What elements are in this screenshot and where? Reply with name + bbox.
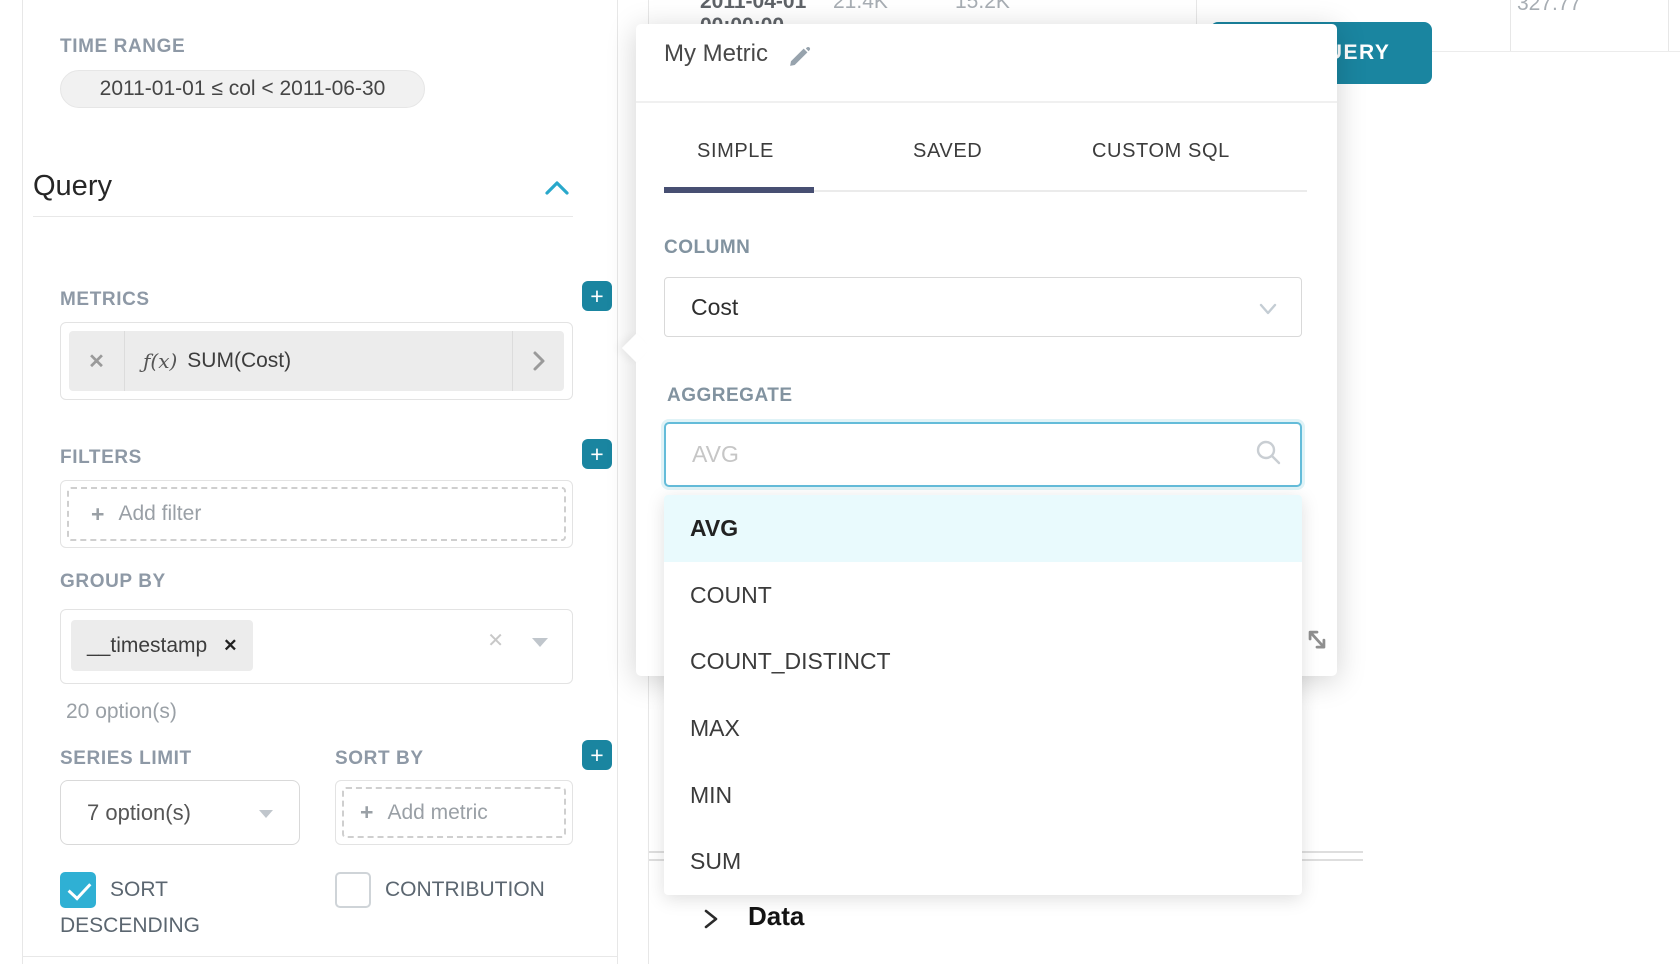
bg-table-cell-date: 2011-04-01 (700, 0, 807, 13)
popover-header-divider (636, 101, 1337, 103)
search-icon (1254, 438, 1282, 471)
remove-chip-icon[interactable]: ✕ (223, 635, 238, 655)
collapse-section-icon[interactable] (542, 176, 572, 205)
sort-descending-label: SORT DESCENDING (60, 878, 201, 937)
group-by-select[interactable]: __timestamp ✕ ✕ (60, 609, 573, 684)
series-limit-value: 7 option(s) (87, 799, 191, 825)
data-panel-title[interactable]: Data (748, 901, 805, 931)
contribution-option: CONTRIBUTION (335, 872, 585, 908)
add-sort-metric-label: Add metric (387, 800, 488, 824)
filters-container: + Add filter (60, 480, 573, 548)
group-by-chip[interactable]: __timestamp ✕ (71, 620, 254, 671)
page-left-border (22, 0, 23, 964)
plus-icon: + (360, 799, 374, 825)
column-select[interactable]: Cost (664, 277, 1302, 337)
metric-expression: SUM(Cost) (187, 349, 292, 372)
bg-table-cell-value2: 15.2K (955, 0, 1010, 13)
panel-bottom-border (22, 956, 617, 957)
metric-chip-label: ƒ(x) SUM(Cost) (125, 349, 512, 373)
resize-handle-icon[interactable] (1303, 624, 1331, 659)
add-filter-label: Add filter (118, 502, 202, 525)
aggregate-label: AGGREGATE (667, 385, 793, 406)
aggregate-option-min[interactable]: MIN (690, 781, 733, 808)
aggregate-option-sum[interactable]: SUM (690, 848, 742, 875)
sort-descending-checkbox[interactable] (60, 872, 96, 908)
metric-caret-icon[interactable] (512, 331, 564, 391)
sort-by-label: SORT BY (335, 748, 424, 769)
aggregate-option-count[interactable]: COUNT (690, 581, 772, 608)
aggregate-option-count_distinct[interactable]: COUNT_DISTINCT (690, 648, 891, 675)
chevron-down-icon[interactable] (532, 638, 548, 647)
edit-title-pencil-icon[interactable] (787, 44, 812, 74)
group-by-chip-label: __timestamp (87, 633, 208, 657)
active-tab-indicator (664, 187, 814, 193)
add-sort-plus-button[interactable]: + (582, 740, 612, 770)
time-range-label: TIME RANGE (60, 36, 186, 57)
section-divider (33, 216, 573, 217)
clear-select-icon[interactable]: ✕ (487, 630, 504, 652)
panel-divider[interactable] (617, 0, 618, 964)
group-by-hint: 20 option(s) (66, 700, 177, 723)
add-sort-metric-button[interactable]: + Add metric (342, 787, 566, 838)
sort-by-container: + Add metric (335, 780, 573, 845)
sort-descending-option: SORT DESCENDING (60, 872, 260, 944)
metrics-container: ✕ ƒ(x) SUM(Cost) (60, 322, 573, 400)
bg-table-cell-value1: 21.4K (833, 0, 888, 13)
chevron-down-icon (259, 810, 273, 818)
contribution-checkbox[interactable] (335, 872, 371, 908)
query-section-title: Query (33, 170, 112, 202)
contribution-label: CONTRIBUTION (385, 878, 545, 901)
expand-data-panel-icon[interactable] (700, 905, 722, 938)
tab-simple[interactable]: SIMPLE (697, 140, 774, 162)
filters-label: FILTERS (60, 447, 142, 468)
tab-custom-sql[interactable]: CUSTOM SQL (1092, 140, 1230, 162)
add-filter-button[interactable]: + Add filter (67, 487, 566, 541)
aggregate-select[interactable] (664, 422, 1302, 487)
bg-table-cell-value3: 327.77 (1517, 0, 1582, 15)
aggregate-options: AVG COUNT COUNT_DISTINCT MAX MIN SUM (664, 495, 1302, 895)
remove-metric-icon[interactable]: ✕ (69, 331, 125, 391)
column-select-value: Cost (691, 293, 739, 320)
metric-chip[interactable]: ✕ ƒ(x) SUM(Cost) (69, 331, 564, 391)
chevron-down-icon (1255, 297, 1281, 327)
bg-table-column-border-2 (1510, 0, 1511, 51)
aggregate-option-avg[interactable]: AVG (664, 495, 1302, 562)
column-label: COLUMN (664, 237, 751, 258)
tab-bar-border (664, 190, 1307, 192)
plus-icon: + (91, 500, 105, 527)
aggregate-option-max[interactable]: MAX (690, 714, 740, 741)
series-limit-label: SERIES LIMIT (60, 748, 192, 769)
add-filter-plus-button[interactable]: + (582, 439, 612, 469)
add-metric-plus-button[interactable]: + (582, 281, 612, 311)
tab-saved[interactable]: SAVED (913, 140, 983, 162)
popover-title: My Metric (664, 40, 768, 67)
metrics-label: METRICS (60, 289, 150, 310)
aggregate-search-input[interactable] (692, 441, 1254, 468)
group-by-label: GROUP BY (60, 571, 166, 592)
function-icon: ƒ(x) (143, 349, 178, 373)
bg-table-column-border-3 (1668, 0, 1669, 51)
series-limit-select[interactable]: 7 option(s) (60, 780, 300, 845)
time-range-chip[interactable]: 2011-01-01 ≤ col < 2011-06-30 (60, 70, 425, 108)
